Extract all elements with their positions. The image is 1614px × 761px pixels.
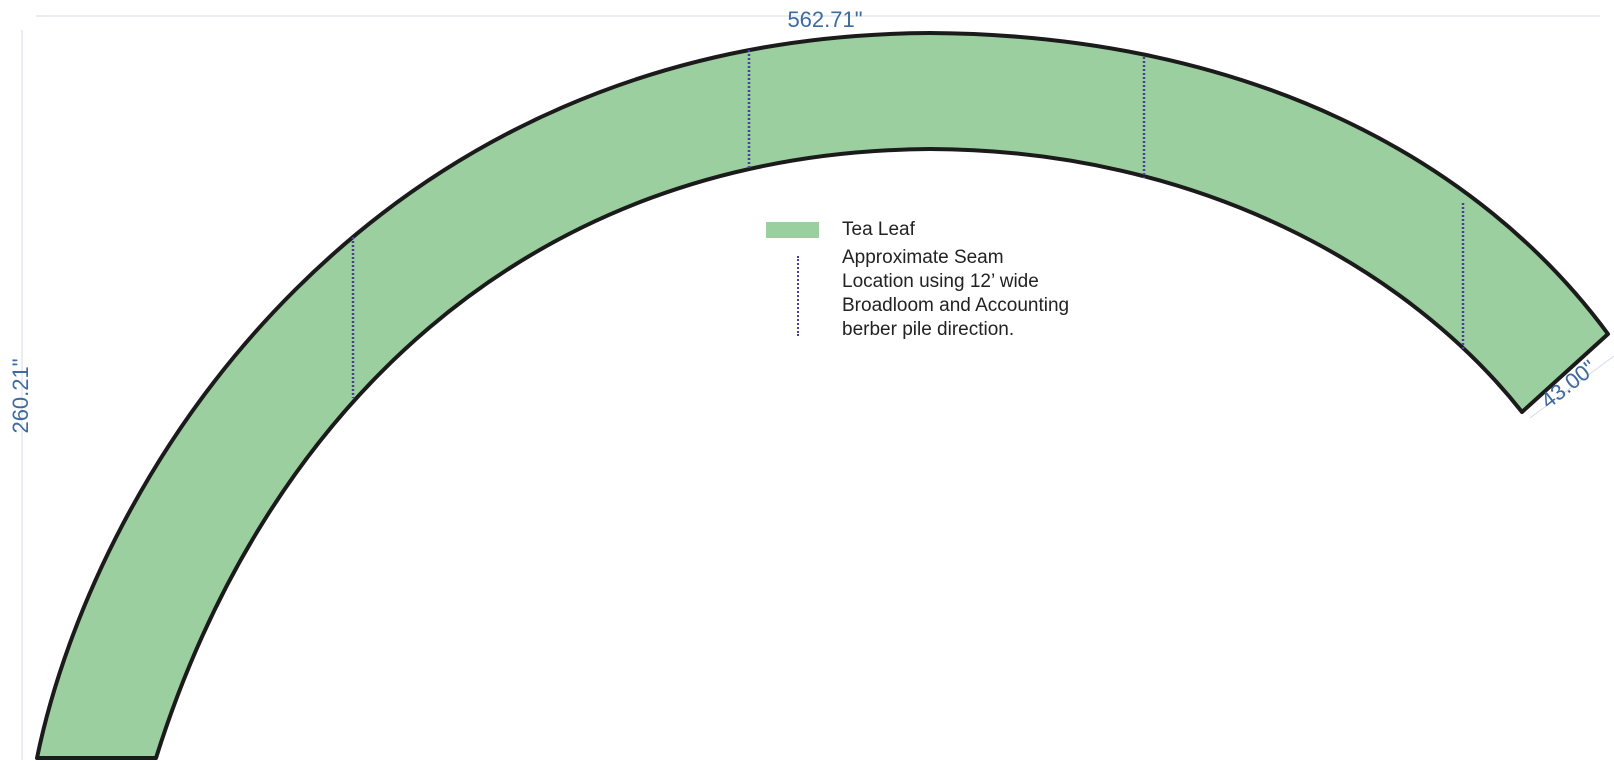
legend-seam-row: Approximate Seam Location using 12’ wide… (766, 246, 1106, 342)
seam-swatch (797, 256, 799, 336)
curved-carpet-band (35, 31, 1610, 760)
material-swatch (766, 222, 819, 238)
seam-label-line: Location using 12’ wide (842, 271, 1039, 292)
overall-width-label: 562.71" (787, 7, 862, 32)
legend-material-row: Tea Leaf (766, 218, 1106, 246)
seam-label-line: berber pile direction. (842, 319, 1015, 340)
material-label: Tea Leaf (842, 219, 915, 240)
seam-label-line: Broadloom and Accounting (842, 295, 1070, 316)
seam-label: Approximate Seam Location using 12’ wide… (842, 246, 1102, 342)
overall-height-label: 260.21" (8, 358, 33, 433)
band-width-dimension-line (1529, 355, 1614, 419)
legend: Tea Leaf Approximate Seam Location using… (766, 218, 1106, 342)
seam-label-line: Approximate Seam (842, 247, 1004, 268)
